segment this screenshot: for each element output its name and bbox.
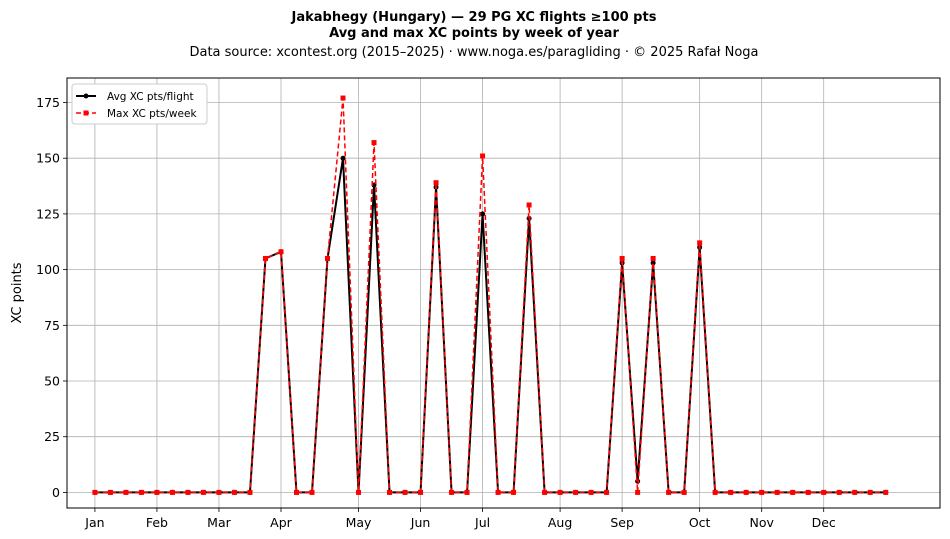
chart-subtitle: Data source: xcontest.org (2015–2025) · … (189, 45, 758, 60)
x-tick-label: Apr (270, 515, 292, 530)
data-point-max (371, 140, 377, 146)
legend-box (71, 83, 208, 125)
x-tick-label: Nov (749, 515, 774, 530)
data-point-max (542, 489, 548, 495)
data-point-max (681, 489, 687, 495)
data-point-max (774, 489, 780, 495)
data-point-max (805, 489, 811, 495)
data-point-max (262, 255, 268, 261)
legend-avg-label: Avg XC pts/flight (107, 91, 194, 103)
data-point-max (495, 489, 501, 495)
data-point-max (712, 489, 718, 495)
legend-avg-marker (83, 93, 89, 99)
data-point-max (511, 489, 517, 495)
series-layer (92, 95, 889, 495)
data-point-avg (480, 211, 486, 217)
data-point-max (666, 489, 672, 495)
data-point-max (619, 255, 625, 261)
y-tick-label: 175 (36, 95, 60, 110)
chart-title-line2: Avg and max XC points by week of year (329, 26, 619, 41)
data-point-max (107, 489, 113, 495)
data-point-max (356, 489, 362, 495)
data-point-max (883, 489, 889, 495)
data-point-max (138, 489, 144, 495)
data-point-max (821, 489, 827, 495)
data-point-max (169, 489, 175, 495)
y-tick-label: 75 (44, 318, 60, 333)
data-point-max (402, 489, 408, 495)
y-axis-label: XC points (10, 262, 25, 323)
legend-max-marker (83, 110, 89, 116)
data-point-max (790, 489, 796, 495)
data-point-max (216, 489, 222, 495)
data-point-max (526, 202, 532, 208)
data-point-max (604, 489, 610, 495)
x-tick-label: Mar (207, 515, 231, 530)
data-point-max (123, 489, 129, 495)
data-point-max (309, 489, 315, 495)
series-line-max (94, 97, 886, 494)
data-point-max (650, 255, 656, 261)
x-tick-label: Oct (689, 515, 711, 530)
data-point-max (278, 249, 284, 255)
data-point-max (588, 489, 594, 495)
x-tick-label: Aug (548, 515, 572, 530)
data-point-max (480, 153, 486, 159)
y-tick-label: 50 (44, 374, 60, 389)
x-tick-label: Feb (146, 515, 168, 530)
legend: Avg XC pts/flight Max XC pts/week (71, 83, 208, 125)
data-point-max (743, 489, 749, 495)
data-point-max (557, 489, 563, 495)
x-axis: Jan Feb Mar Apr May Jun Jul Aug Sep Oct Nov Dec (84, 508, 836, 530)
data-point-avg (650, 260, 656, 266)
x-tick-label: Jun (410, 515, 431, 530)
data-point-max (464, 489, 470, 495)
data-point-max (836, 489, 842, 495)
data-point-max (697, 240, 703, 246)
data-point-max (867, 489, 873, 495)
data-point-max (852, 489, 858, 495)
x-tick-label: May (346, 515, 372, 530)
y-tick-label: 150 (36, 151, 60, 166)
data-point-max (200, 489, 206, 495)
data-point-max (340, 95, 346, 101)
chart-title-line1: Jakabhegy (Hungary) — 29 PG XC flights ≥… (291, 10, 657, 25)
data-point-max (325, 255, 331, 261)
data-point-max (92, 489, 98, 495)
data-point-max (154, 489, 160, 495)
data-point-max (635, 489, 641, 495)
data-point-max (759, 489, 765, 495)
data-point-max (387, 489, 393, 495)
grid-layer (67, 78, 940, 508)
y-tick-label: 125 (36, 206, 60, 221)
x-tick-label: Sep (610, 515, 634, 530)
x-tick-label: Dec (812, 515, 836, 530)
data-point-max (293, 489, 299, 495)
data-point-max (418, 489, 424, 495)
data-point-max (573, 489, 579, 495)
y-tick-label: 0 (52, 485, 60, 500)
data-point-max (449, 489, 455, 495)
y-tick-label: 100 (36, 262, 60, 277)
x-tick-label: Jul (474, 515, 490, 530)
y-axis: 0 25 50 75 100 125 150 175 (36, 95, 67, 500)
plot-frame (66, 77, 941, 509)
data-point-max (185, 489, 191, 495)
x-tick-label: Jan (84, 515, 104, 530)
data-point-max (433, 180, 439, 186)
legend-max-label: Max XC pts/week (107, 108, 197, 120)
data-point-max (728, 489, 734, 495)
data-point-max (231, 489, 237, 495)
y-tick-label: 25 (44, 429, 60, 444)
data-point-max (247, 489, 253, 495)
data-point-avg (340, 155, 346, 161)
